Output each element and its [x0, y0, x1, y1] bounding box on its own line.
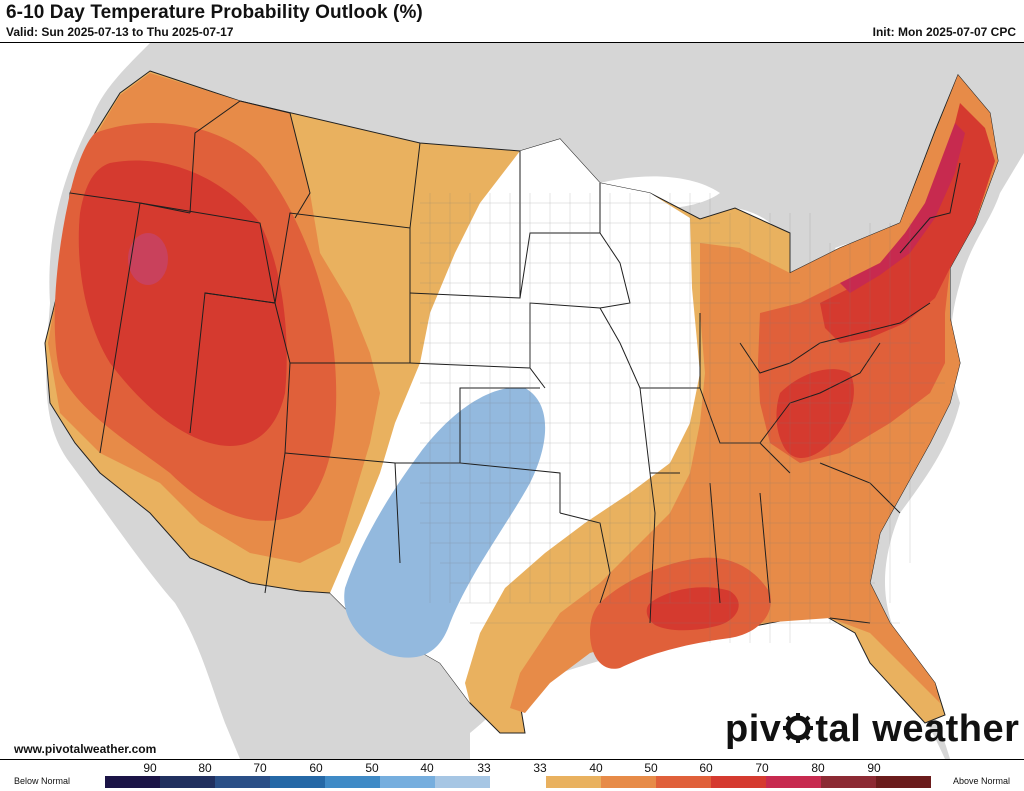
below-normal-label: Below Normal: [14, 776, 71, 786]
ohio-above-70: [776, 369, 854, 458]
legend-swatch: [655, 776, 711, 788]
brand-right: tal weather: [815, 708, 1020, 750]
legend-swatch: [545, 776, 601, 788]
init-time: Init: Mon 2025-07-07 CPC: [872, 25, 1016, 39]
legend-swatch: [105, 776, 161, 788]
legend-swatch: [875, 776, 931, 788]
northeast-above-80: [840, 123, 965, 293]
legend-tick: 90: [867, 761, 881, 775]
legend-colorbar: [105, 776, 931, 788]
legend-swatch: [710, 776, 766, 788]
legend-tick: 60: [699, 761, 713, 775]
legend-swatch: [765, 776, 821, 788]
above-normal-label: Above Normal: [952, 776, 1010, 786]
east-above-50: [510, 75, 998, 713]
website-url: www.pivotalweather.com: [14, 742, 157, 756]
page-title: 6-10 Day Temperature Probability Outlook…: [6, 2, 423, 23]
legend-tick: 70: [253, 761, 267, 775]
west-above-70: [78, 160, 287, 446]
legend-ticks: 90 80 70 60 50 40 33 33 40 50 60 70 80 9…: [0, 761, 1024, 775]
legend-swatch: [600, 776, 656, 788]
legend-swatch: [820, 776, 876, 788]
gulf-above-70: [646, 587, 739, 631]
legend-swatch: [380, 776, 436, 788]
legend-swatch: [435, 776, 491, 788]
outlook-map: [0, 43, 1024, 759]
gulf-of-mexico: [470, 609, 945, 759]
legend-swatch: [215, 776, 271, 788]
legend-tick: 50: [644, 761, 658, 775]
legend-tick: 80: [811, 761, 825, 775]
legend-tick: 80: [198, 761, 212, 775]
legend: 90 80 70 60 50 40 33 33 40 50 60 70 80 9…: [0, 760, 1024, 791]
legend-swatch: [160, 776, 216, 788]
legend-tick: 90: [143, 761, 157, 775]
legend-tick: 40: [420, 761, 434, 775]
legend-tick: 70: [755, 761, 769, 775]
below-normal-40: [344, 387, 546, 658]
county-borders: [420, 193, 945, 643]
legend-tick: 33: [533, 761, 547, 775]
legend-tick: 50: [365, 761, 379, 775]
legend-tick: 60: [309, 761, 323, 775]
valid-period: Valid: Sun 2025-07-13 to Thu 2025-07-17: [6, 25, 234, 39]
legend-swatch: [325, 776, 381, 788]
legend-swatch: [270, 776, 326, 788]
gear-icon: [783, 713, 814, 743]
west-above-80: [128, 233, 168, 285]
legend-tick: 40: [589, 761, 603, 775]
legend-tick: 33: [477, 761, 491, 775]
pacific-ocean: [0, 43, 240, 759]
map-panel: [0, 42, 1024, 760]
legend-swatch: [490, 776, 546, 788]
brand-left: piv: [725, 708, 782, 750]
brand-logo: piv tal weather: [725, 708, 1019, 751]
atlantic-ocean: [885, 153, 1024, 759]
header: 6-10 Day Temperature Probability Outlook…: [0, 0, 1024, 42]
